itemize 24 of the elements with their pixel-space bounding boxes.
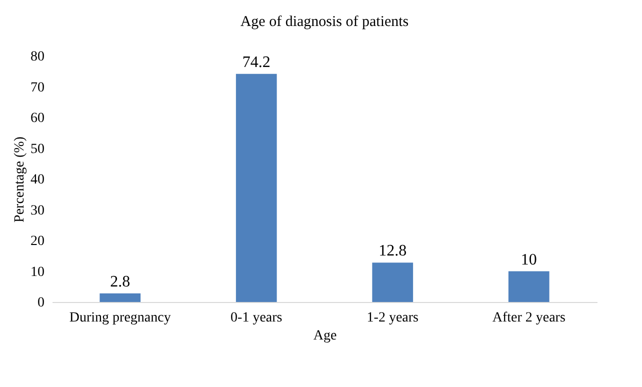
y-tick-label: 0 bbox=[38, 296, 44, 310]
bar bbox=[508, 271, 550, 302]
x-tick-label: 1-2 years bbox=[366, 310, 418, 326]
chart-title: Age of diagnosis of patients bbox=[240, 14, 409, 30]
x-axis-title: Age bbox=[313, 328, 337, 344]
data-label: 2.8 bbox=[110, 273, 130, 290]
y-tick-label: 10 bbox=[30, 264, 44, 280]
data-label: 12.8 bbox=[378, 242, 407, 260]
y-tick-label: 30 bbox=[30, 203, 44, 218]
y-axis-title: Percentage (%) bbox=[12, 136, 28, 222]
x-tick-label: During pregnancy bbox=[69, 310, 171, 326]
bar bbox=[100, 293, 141, 302]
data-label: 74.2 bbox=[242, 54, 270, 71]
y-tick-label: 40 bbox=[30, 172, 44, 188]
y-tick-label: 60 bbox=[30, 111, 44, 126]
data-label: 10 bbox=[520, 251, 537, 268]
x-tick-label: After 2 years bbox=[492, 310, 566, 326]
y-tick-label: 70 bbox=[30, 80, 44, 96]
y-tick-label: 50 bbox=[30, 142, 44, 157]
bar bbox=[372, 262, 414, 302]
y-tick-label: 80 bbox=[30, 50, 44, 64]
y-tick-label: 20 bbox=[30, 234, 44, 249]
bar bbox=[236, 74, 277, 302]
x-tick-label: 0-1 years bbox=[230, 310, 282, 326]
